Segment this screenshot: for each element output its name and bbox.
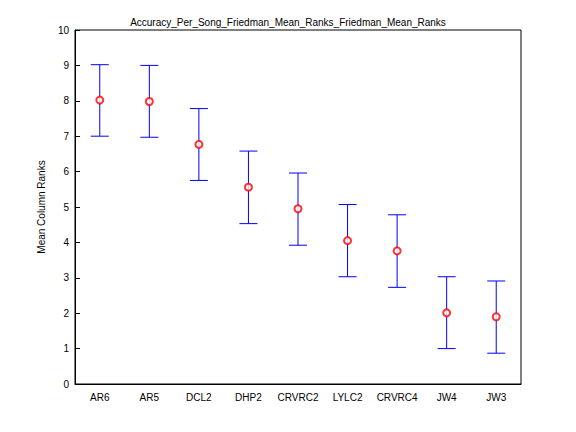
svg-text:DCL2: DCL2 bbox=[186, 392, 212, 403]
svg-text:9: 9 bbox=[63, 60, 69, 71]
svg-text:0: 0 bbox=[63, 379, 69, 390]
svg-text:5: 5 bbox=[63, 202, 69, 213]
svg-text:LYLC2: LYLC2 bbox=[333, 392, 363, 403]
svg-text:Mean Column Ranks: Mean Column Ranks bbox=[36, 160, 47, 253]
svg-text:DHP2: DHP2 bbox=[235, 392, 262, 403]
svg-text:Accuracy_Per_Song_Friedman_Mea: Accuracy_Per_Song_Friedman_Mean_Ranks_Fr… bbox=[130, 17, 446, 28]
svg-text:2: 2 bbox=[63, 308, 69, 319]
svg-text:3: 3 bbox=[63, 272, 69, 283]
svg-text:1: 1 bbox=[63, 343, 69, 354]
svg-text:6: 6 bbox=[63, 166, 69, 177]
svg-text:4: 4 bbox=[63, 237, 69, 248]
svg-text:AR6: AR6 bbox=[90, 392, 110, 403]
svg-text:10: 10 bbox=[58, 25, 70, 36]
svg-text:8: 8 bbox=[63, 95, 69, 106]
svg-text:AR5: AR5 bbox=[140, 392, 160, 403]
svg-text:7: 7 bbox=[63, 131, 69, 142]
svg-text:CRVRC4: CRVRC4 bbox=[377, 392, 418, 403]
svg-text:CRVRC2: CRVRC2 bbox=[278, 392, 319, 403]
svg-text:JW3: JW3 bbox=[486, 392, 506, 403]
svg-text:JW4: JW4 bbox=[437, 392, 457, 403]
